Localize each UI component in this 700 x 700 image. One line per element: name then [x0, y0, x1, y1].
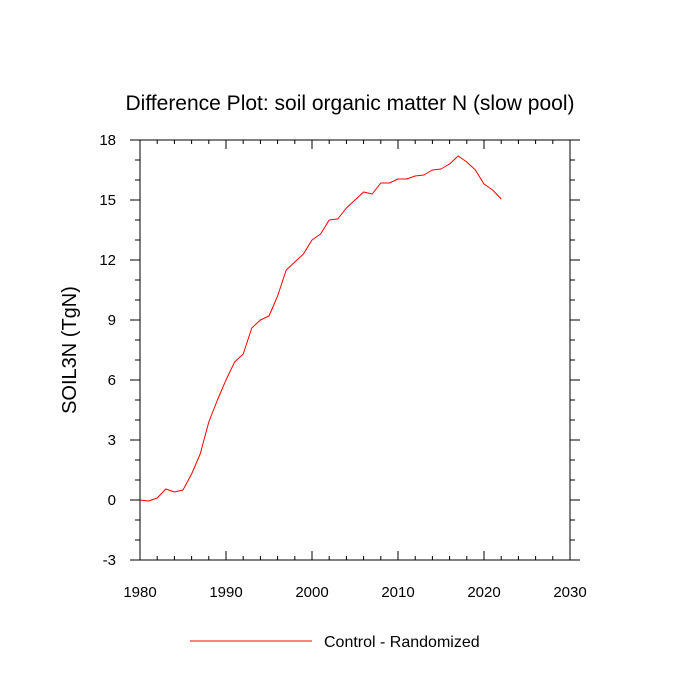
y-tick-label: 12 — [99, 252, 116, 269]
x-tick-label: 1980 — [123, 584, 156, 601]
chart-title: Difference Plot: soil organic matter N (… — [126, 92, 575, 115]
y-axis-label: SOIL3N (TgN) — [59, 286, 81, 414]
y-tick-label: -3 — [103, 552, 116, 569]
y-tick-label: 18 — [99, 132, 116, 149]
x-tick-label: 2010 — [381, 584, 414, 601]
y-tick-label: 0 — [108, 492, 116, 509]
series-line-0 — [139, 155, 502, 502]
series-layer — [139, 155, 502, 502]
y-tick-label: 3 — [108, 432, 116, 449]
y-tick-label: 9 — [108, 312, 116, 329]
x-tick-label: 2000 — [295, 584, 328, 601]
y-tick-label: 15 — [99, 192, 116, 209]
legend: Control - Randomized — [190, 634, 480, 651]
y-tick-label: 6 — [108, 372, 116, 389]
x-tick-label: 2020 — [467, 584, 500, 601]
x-tick-label: 2030 — [553, 584, 586, 601]
x-tick-label: 1990 — [209, 584, 242, 601]
axis-ticks: 1980 1990 2000 2010 2020 2030 -3 0 3 6 9 12 15 18 — [99, 132, 586, 601]
plot-frame — [139, 139, 571, 561]
legend-label: Control - Randomized — [324, 634, 480, 651]
